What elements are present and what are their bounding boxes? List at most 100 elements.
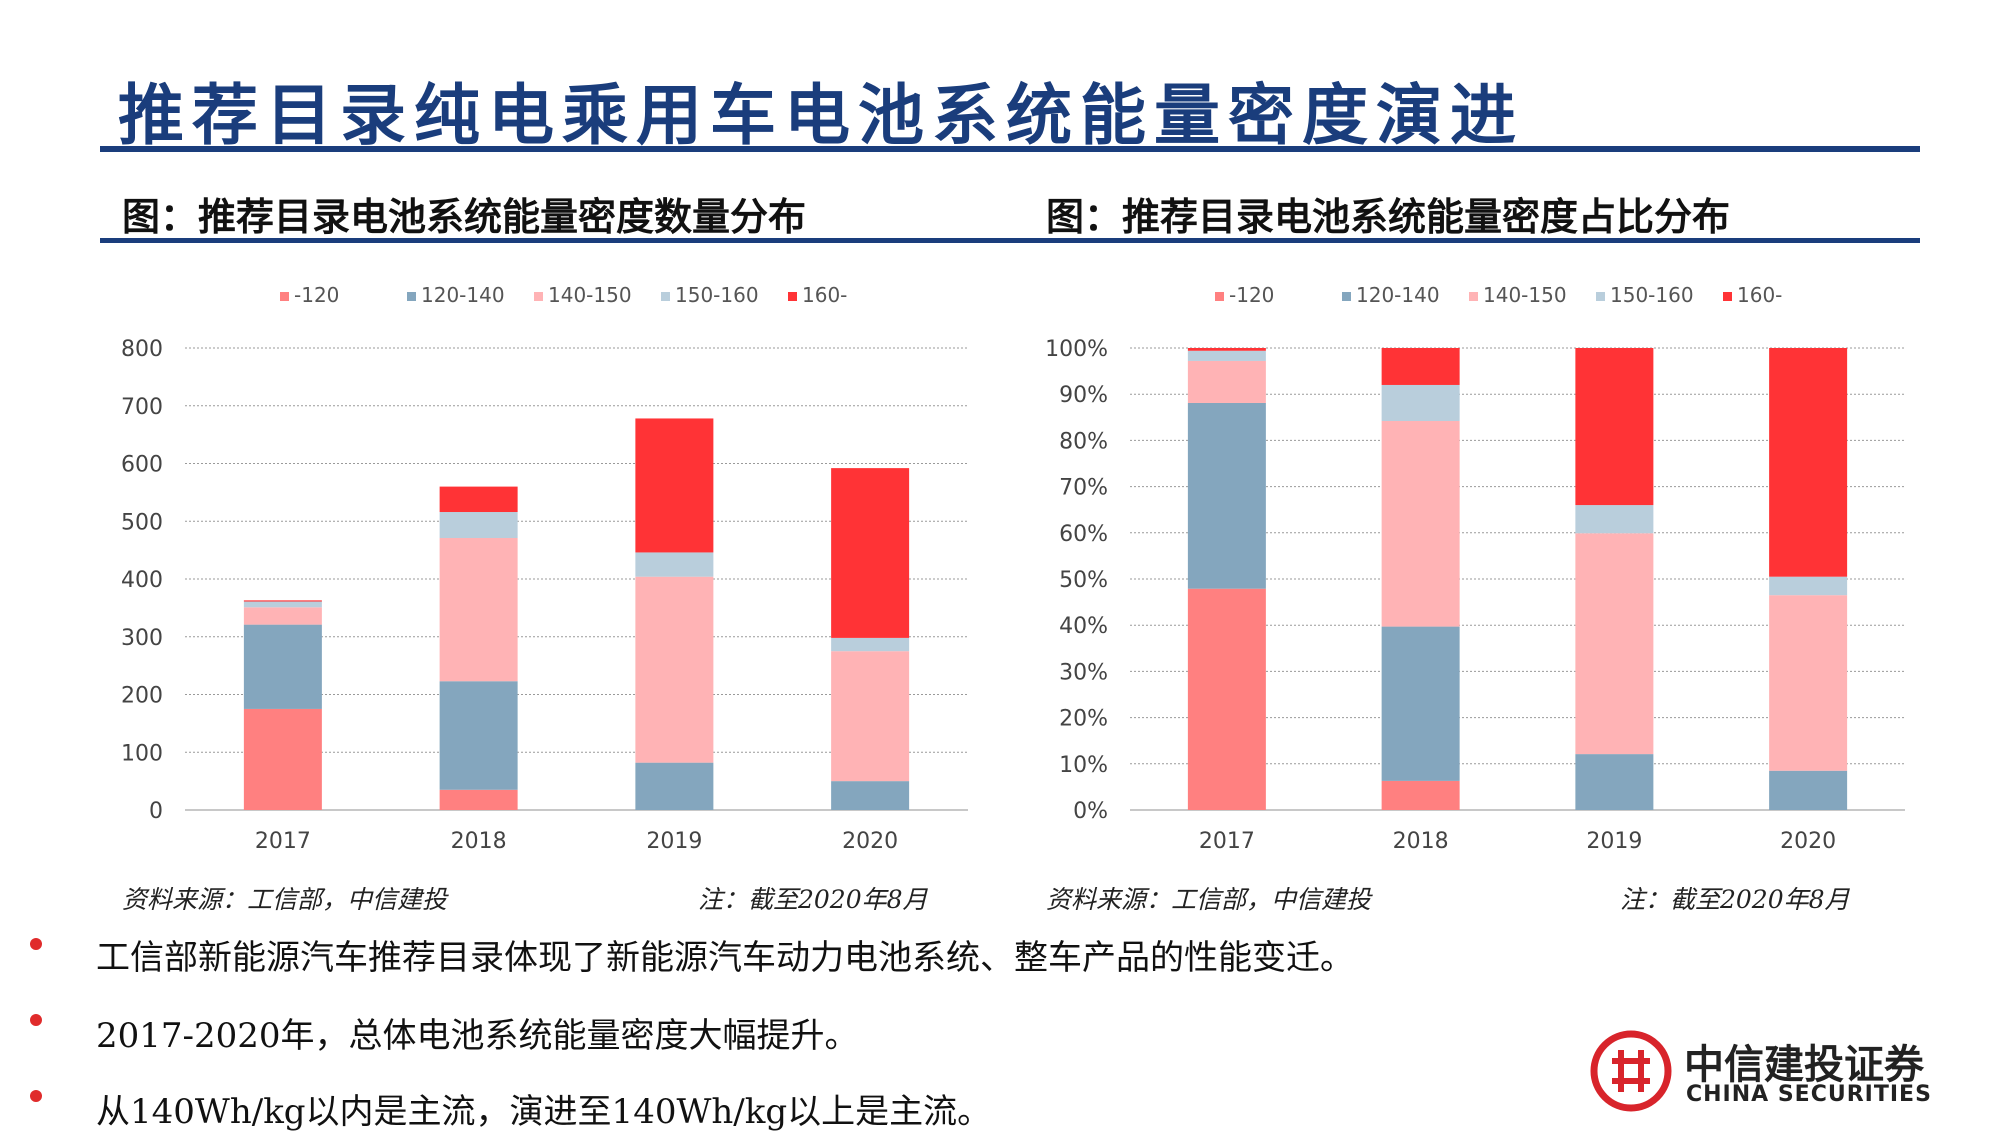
right-y-tick-label: 90% — [1059, 383, 1108, 408]
left-legend-swatch-1 — [407, 292, 416, 301]
right-x-tick-label: 2020 — [1780, 829, 1836, 854]
right-bar-2020-3 — [1769, 576, 1848, 596]
bullet-text-3: 从140Wh/kg以内是主流，演进至140Wh/kg以上是主流。 — [96, 1092, 992, 1132]
left-bar-2020-1 — [831, 781, 910, 810]
page-title: 推荐目录纯电乘用车电池系统能量密度演进 — [118, 76, 1524, 154]
left-y-tick-label: 300 — [121, 626, 163, 651]
left-y-tick-label: 400 — [121, 568, 163, 593]
bullet-dot — [30, 938, 42, 950]
right-bar-2019-1 — [1575, 754, 1654, 810]
left-x-tick-label: 2019 — [646, 829, 702, 854]
right-x-tick-label: 2019 — [1586, 829, 1642, 854]
left-bar-2017-0 — [243, 708, 322, 810]
right-legend-swatch-0 — [1215, 292, 1224, 301]
right-bar-2019-2 — [1575, 533, 1654, 755]
right-bar-2019-3 — [1575, 505, 1654, 534]
left-legend-swatch-3 — [661, 292, 670, 301]
left-bar-2018-1 — [439, 681, 518, 790]
right-source: 资料来源：工信部，中信建投 — [1046, 885, 1372, 914]
left-note: 注：截至2020年8月 — [698, 885, 928, 914]
right-y-tick-label: 10% — [1059, 753, 1108, 778]
right-bar-2018-1 — [1381, 626, 1460, 781]
right-bar-2017-1 — [1187, 402, 1266, 589]
right-bar-2020-4 — [1769, 348, 1848, 577]
subtitle-rule — [100, 238, 1920, 243]
left-bar-2019-1 — [635, 762, 714, 810]
left-bar-2018-3 — [439, 512, 518, 538]
left-bar-2017-3 — [243, 601, 322, 608]
left-stacked-bar-chart: -120 120-140 140-150 150-160 160- 0 100 200 300 4… — [121, 283, 968, 854]
left-bar-2018-4 — [439, 486, 518, 513]
right-legend-swatch-1 — [1342, 292, 1351, 301]
right-legend-label-2: 140-150 — [1483, 283, 1567, 307]
right-legend-label-4: 160- — [1737, 283, 1782, 307]
right-y-tick-label: 100% — [1045, 337, 1108, 362]
right-y-tick-label: 0% — [1073, 799, 1108, 824]
right-bar-2019-4 — [1575, 348, 1654, 506]
left-bar-2018-0 — [439, 789, 518, 810]
right-bar-2018-3 — [1381, 384, 1460, 421]
right-legend-swatch-4 — [1723, 292, 1732, 301]
right-y-tick-label: 70% — [1059, 476, 1108, 501]
bullet-text-1: 工信部新能源汽车推荐目录体现了新能源汽车动力电池系统、整车产品的性能变迁。 — [96, 938, 1354, 978]
right-bar-2018-0 — [1381, 780, 1460, 810]
right-y-tick-label: 40% — [1059, 614, 1108, 639]
brand-name-cn: 中信建投证券 — [1684, 1042, 1924, 1088]
right-bar-2017-4 — [1187, 348, 1266, 351]
right-bar-2017-3 — [1187, 350, 1266, 361]
right-note: 注：截至2020年8月 — [1620, 885, 1850, 914]
left-legend-swatch-4 — [788, 292, 797, 301]
china-securities-logo-icon — [1590, 1030, 1672, 1112]
left-bar-2019-3 — [635, 552, 714, 577]
left-y-tick-label: 100 — [121, 741, 163, 766]
right-y-tick-label: 20% — [1059, 707, 1108, 732]
left-y-tick-label: 200 — [121, 684, 163, 709]
left-legend-label-1: 120-140 — [421, 283, 505, 307]
right-bar-2018-4 — [1381, 348, 1460, 385]
left-x-tick-label: 2018 — [451, 829, 507, 854]
right-y-tick-label: 30% — [1059, 660, 1108, 685]
left-legend-swatch-2 — [534, 292, 543, 301]
bullet-dot — [30, 1014, 42, 1026]
right-percent-stacked-bar-chart: -120 120-140 140-150 150-160 160- 0% 10% 20% 30%… — [1045, 283, 1905, 854]
left-bar-2018-2 — [439, 537, 518, 682]
left-legend-label-3: 150-160 — [675, 283, 759, 307]
left-legend-label-4: 160- — [802, 283, 847, 307]
title-rule — [100, 146, 1920, 152]
left-y-tick-label: 600 — [121, 453, 163, 478]
left-x-tick-label: 2020 — [842, 829, 898, 854]
left-bar-2017-1 — [243, 624, 322, 709]
right-legend-swatch-3 — [1596, 292, 1605, 301]
left-bar-2019-4 — [635, 418, 714, 553]
left-chart-subtitle: 图：推荐目录电池系统能量密度数量分布 — [122, 195, 807, 239]
right-y-tick-label: 50% — [1059, 568, 1108, 593]
right-bar-2017-0 — [1187, 588, 1266, 810]
left-x-tick-label: 2017 — [255, 829, 311, 854]
left-y-tick-label: 700 — [121, 395, 163, 420]
right-bar-2018-2 — [1381, 420, 1460, 627]
right-legend-label-1: 120-140 — [1356, 283, 1440, 307]
right-y-tick-label: 80% — [1059, 429, 1108, 454]
left-bar-2020-3 — [831, 637, 910, 652]
bullet-text-2: 2017-2020年，总体电池系统能量密度大幅提升。 — [96, 1016, 859, 1056]
left-source: 资料来源：工信部，中信建投 — [122, 885, 448, 914]
left-bar-2019-2 — [635, 576, 714, 763]
left-bar-2017-4 — [243, 600, 322, 602]
right-bar-2020-1 — [1769, 770, 1848, 810]
right-x-tick-label: 2017 — [1199, 829, 1255, 854]
left-legend-swatch-0 — [280, 292, 289, 301]
left-bar-2017-2 — [243, 607, 322, 625]
left-y-tick-label: 0 — [149, 799, 163, 824]
left-legend-label-2: 140-150 — [548, 283, 632, 307]
left-bar-2020-2 — [831, 651, 910, 782]
brand-name-en: CHINA SECURITIES — [1686, 1082, 1932, 1107]
right-chart-subtitle: 图：推荐目录电池系统能量密度占比分布 — [1046, 195, 1731, 239]
left-y-tick-label: 500 — [121, 510, 163, 535]
right-legend-swatch-2 — [1469, 292, 1478, 301]
right-legend-label-0: -120 — [1229, 283, 1274, 307]
right-bar-2017-2 — [1187, 360, 1266, 403]
right-x-tick-label: 2018 — [1393, 829, 1449, 854]
left-legend-label-0: -120 — [294, 283, 339, 307]
left-bar-2020-4 — [831, 468, 910, 638]
right-bar-2020-2 — [1769, 595, 1848, 771]
